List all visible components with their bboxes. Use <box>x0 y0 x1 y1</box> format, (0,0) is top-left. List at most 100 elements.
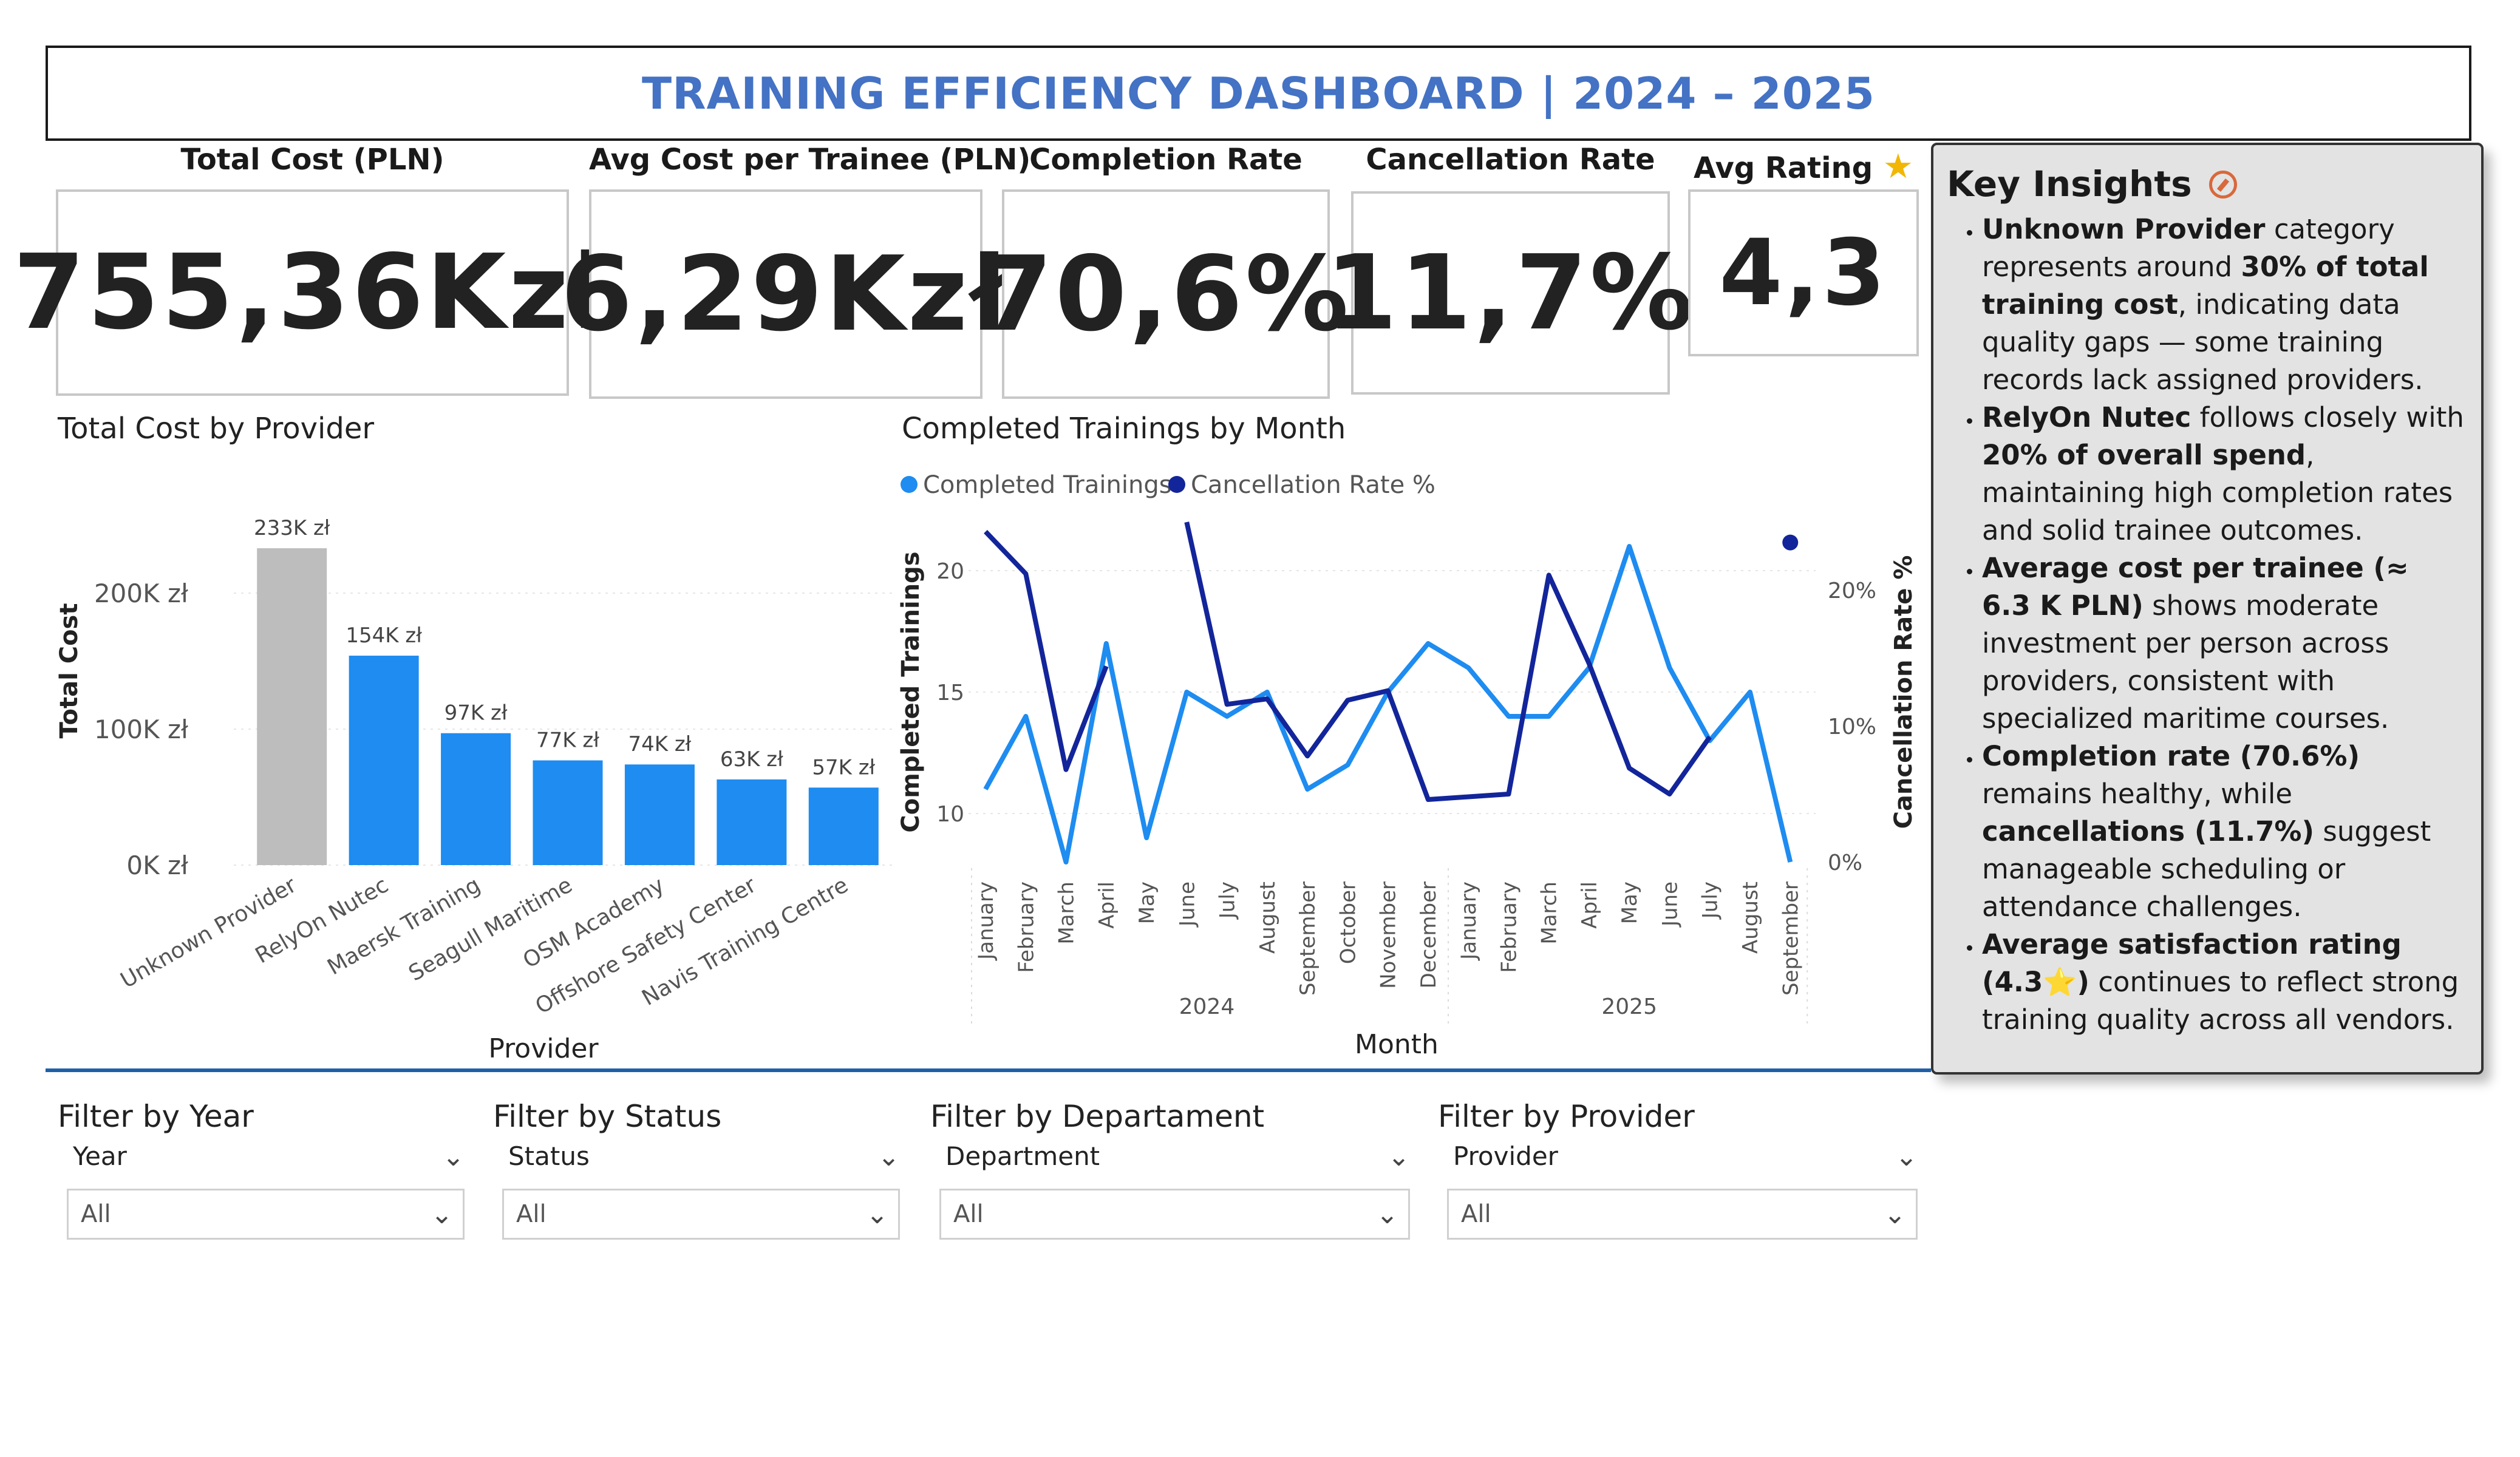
line-x-tick-label: January <box>974 881 998 961</box>
filter-title: Filter by Provider <box>1438 1099 1695 1134</box>
kpi-completion-value: 70,6% <box>981 234 1351 355</box>
insight-text: remains healthy, while <box>1982 778 2293 810</box>
chevron-down-icon[interactable]: ⌄ <box>442 1141 465 1172</box>
line-x-tick-label: November <box>1377 881 1401 989</box>
chevron-down-icon[interactable]: ⌄ <box>877 1141 900 1172</box>
bar-data-label: 57K zł <box>812 755 875 779</box>
filter-dropdown[interactable]: All ⌄ <box>67 1189 465 1240</box>
line-y2-axis-label: Cancellation Rate % <box>1890 555 1918 829</box>
kpi-avg-cost-label: Avg Cost per Trainee (PLN) <box>589 143 1031 177</box>
filter-field-header[interactable]: Department ⌄ <box>945 1141 1410 1172</box>
bar-chart-title: Total Cost by Provider <box>58 412 375 446</box>
line-y-tick-label: 10 <box>936 802 964 827</box>
kpi-cancellation-value: 11,7% <box>1325 233 1696 353</box>
bar-data-label: 77K zł <box>536 728 599 753</box>
line-y-tick-label: 20 <box>936 559 964 584</box>
line-x-tick-label: February <box>1014 881 1038 973</box>
line-x-tick-label: March <box>1055 881 1079 945</box>
insight-text: shows moderate investment per person acr… <box>1982 589 2389 735</box>
chevron-down-icon: ⌄ <box>431 1198 453 1230</box>
filter-dropdown[interactable]: All ⌄ <box>1447 1189 1918 1240</box>
bar-5 <box>717 779 787 865</box>
line-x-tick-label: May <box>1618 881 1642 924</box>
insight-highlight: Unknown Provider <box>1982 213 2266 245</box>
insight-text: continues to reflect strong training qua… <box>1982 966 2459 1036</box>
filter-field-name: Year <box>73 1141 127 1171</box>
bar-data-label: 154K zł <box>346 623 422 648</box>
legend-cancellation-label: Cancellation Rate % <box>1191 471 1435 499</box>
compass-icon <box>2208 171 2237 199</box>
bar-category-label: Unknown Provider <box>117 872 301 993</box>
bar-data-label: 233K zł <box>254 516 330 540</box>
kpi-cancellation-label: Cancellation Rate <box>1366 143 1655 177</box>
line-x-tick-label: September <box>1296 881 1320 996</box>
kpi-total-cost-card: 755,36Kzł <box>13 189 609 396</box>
kpi-rating-label: Avg Rating <box>1694 151 1873 185</box>
bar-y-tick-label: 0K zł <box>126 851 188 880</box>
line-x-tick-label: January <box>1457 881 1481 961</box>
bar-category-label: Maersk Training <box>323 872 485 980</box>
filter-field-name: Provider <box>1453 1141 1558 1171</box>
key-insights-panel: Key Insights Unknown Provider category r… <box>1931 143 2484 1075</box>
line-x-tick-label: March <box>1538 881 1562 945</box>
insight-highlight: Average satisfaction rating (4.3⭐) <box>1982 928 2402 998</box>
line-y2-tick-label: 20% <box>1828 579 1876 603</box>
insight-text: , maintaining high completion rates and … <box>1982 439 2453 546</box>
insight-item: Completion rate (70.6%) remains healthy,… <box>1982 738 2465 926</box>
line-x-tick-label: July <box>1216 881 1240 920</box>
line-x-tick-label: April <box>1095 881 1119 929</box>
chevron-down-icon: ⌄ <box>866 1198 888 1230</box>
line-x-tick-label: June <box>1658 881 1682 928</box>
chevron-down-icon[interactable]: ⌄ <box>1388 1141 1410 1172</box>
filter-selected-value: All <box>953 1200 984 1228</box>
line-x-tick-label: August <box>1256 881 1280 954</box>
bar-y-axis-label: Total Cost <box>55 603 83 739</box>
insight-item: Average cost per trainee (≈ 6.3 K PLN) s… <box>1982 549 2465 738</box>
filter-dropdown[interactable]: All ⌄ <box>502 1189 900 1240</box>
bar-category-label: Seagull Maritime <box>404 872 576 986</box>
legend-completed-label: Completed Trainings <box>923 471 1172 499</box>
completed-trainings-by-month-chart: Completed Trainings Cancellation Rate % 10… <box>899 471 1918 1060</box>
filter-selected-value: All <box>516 1200 547 1228</box>
line-x-tick-label: July <box>1698 881 1723 920</box>
kpi-cancellation-card: 11,7% <box>1326 191 1693 395</box>
section-divider <box>46 1068 1931 1072</box>
kpi-rating-card: 4,3 <box>1688 189 1919 356</box>
filter-field-header[interactable]: Provider ⌄ <box>1453 1141 1918 1172</box>
insights-heading: Key Insights <box>1947 163 2465 205</box>
filter-field-name: Status <box>508 1141 590 1171</box>
chevron-down-icon[interactable]: ⌄ <box>1895 1141 1918 1172</box>
legend-dot-cancellation <box>1168 476 1185 493</box>
kpi-completion-label: Completion Rate <box>1029 143 1303 177</box>
insight-highlight: Average cost per trainee (≈ 6.3 K PLN) <box>1982 552 2409 622</box>
bar-0 <box>257 548 327 865</box>
bar-data-label: 97K zł <box>444 701 508 725</box>
filter-title: Filter by Year <box>58 1099 254 1134</box>
kpi-avg-cost-card: 6,29Kzł <box>560 189 1009 399</box>
insights-list: Unknown Provider category represents aro… <box>1947 211 2465 1039</box>
insights-title: Key Insights <box>1947 163 2192 205</box>
bar-y-tick-label: 200K zł <box>94 579 188 608</box>
insight-highlight: 30% of total training cost <box>1982 251 2429 321</box>
line-x-tick-label: August <box>1738 881 1763 954</box>
total-cost-by-provider-chart: 0K zł 100K zł 200K zł Total Cost 233K zł Unkn… <box>55 516 896 1064</box>
kpi-avg-cost-value: 6,29Kzł <box>560 234 1011 355</box>
line-x-tick-label: June <box>1175 881 1199 928</box>
insight-text: category represents around <box>1982 213 2395 283</box>
line-x-tick-label: September <box>1779 881 1803 996</box>
filter-title: Filter by Departament <box>930 1099 1265 1134</box>
filter-dropdown[interactable]: All ⌄ <box>939 1189 1410 1240</box>
bar-x-axis-label: Provider <box>488 1033 599 1064</box>
kpi-total-cost-value: 755,36Kzł <box>13 233 612 353</box>
line-x-tick-label: April <box>1578 881 1602 929</box>
filter-field-header[interactable]: Status ⌄ <box>508 1141 900 1172</box>
line-y-axis-label: Completed Trainings <box>899 551 925 832</box>
kpi-total-cost-label: Total Cost (PLN) <box>180 143 444 177</box>
series-line-0 <box>983 544 1793 864</box>
filter-field-header[interactable]: Year ⌄ <box>73 1141 465 1172</box>
insight-highlight: RelyOn Nutec <box>1982 401 2191 433</box>
kpi-rating-label-wrap: Avg Rating ★ <box>1688 147 1919 186</box>
insight-highlight: 20% of overall spend <box>1982 439 2306 471</box>
filter-title: Filter by Status <box>493 1099 722 1134</box>
insight-text: suggest manageable scheduling or attenda… <box>1982 815 2431 923</box>
